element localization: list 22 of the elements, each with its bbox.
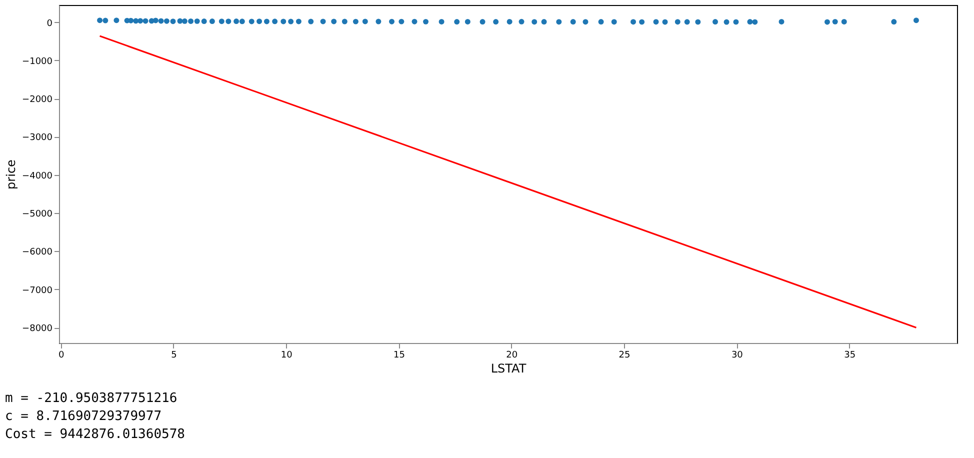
x-tick-label: 15 <box>394 350 405 360</box>
y-tick-label: −3000 <box>22 133 53 144</box>
x-tick-label: 35 <box>844 350 856 360</box>
y-axis-title: price <box>4 160 18 190</box>
y-tick-label: −6000 <box>22 248 53 258</box>
y-tick-label: −7000 <box>22 286 53 296</box>
y-tick-label: −1000 <box>22 56 53 67</box>
y-tick-label: −8000 <box>22 324 53 334</box>
y-tick-label: −5000 <box>22 210 53 220</box>
text: m = -210.9503877751216 <box>5 391 178 406</box>
x-tick-label: 30 <box>731 350 744 360</box>
text: Cost = 9442876.01360578 <box>5 427 186 442</box>
x-tick-label: 20 <box>506 350 518 360</box>
y-tick-label: −2000 <box>22 95 53 106</box>
y-tick-label: 0 <box>46 18 53 29</box>
x-tick-label: 10 <box>280 350 293 360</box>
x-tick-label: 0 <box>58 350 64 360</box>
x-tick-label: 25 <box>618 350 630 360</box>
text: c = 8.71690729379977 <box>5 409 162 424</box>
y-tick-label: −4000 <box>22 171 53 182</box>
x-tick-label: 5 <box>171 350 177 360</box>
x-axis-title: LSTAT <box>490 362 527 376</box>
